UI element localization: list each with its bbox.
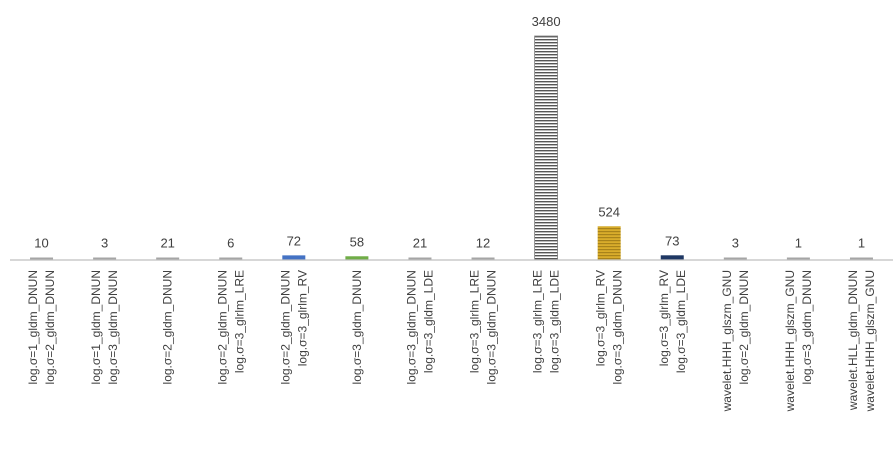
category-tick-label: log.σ=3_glrlm_LRE xyxy=(232,270,246,373)
value-labels-group: 10 3 21 6 72 58 21 12 3480 524 73 3 1 1 xyxy=(34,14,865,251)
bar xyxy=(345,256,369,260)
category-tick-label: log.σ=3_gldm_LDE xyxy=(421,270,435,373)
category-tick-label: log.σ=3_gldm_DNUN xyxy=(800,270,814,384)
bar xyxy=(30,257,54,260)
category-tick-label: wavelet.HHH_glszm_GNU xyxy=(863,270,877,412)
bar xyxy=(849,257,873,260)
category-tick-label: log.σ=3_gldm_DNUN xyxy=(350,270,364,384)
bar xyxy=(282,255,306,260)
value-label: 12 xyxy=(476,236,490,251)
category-tick-label: log.σ=2_gldm_DNUN xyxy=(278,270,292,384)
value-label: 21 xyxy=(160,236,174,251)
value-label: 1 xyxy=(858,236,865,251)
value-label: 58 xyxy=(350,234,364,249)
bar xyxy=(786,257,810,260)
bar xyxy=(408,257,432,260)
bar xyxy=(597,226,621,260)
bar xyxy=(93,257,117,260)
bar xyxy=(660,255,684,260)
category-labels-group: log.σ=1_gldm_DNUN log.σ=2_gldm_DNUN log.σ=… xyxy=(26,270,877,412)
category-tick-label: log.σ=3_glrlm_LRE xyxy=(531,270,545,373)
bar xyxy=(156,257,180,260)
category-tick-label: log.σ=2_gldm_DNUN xyxy=(43,270,57,384)
value-label: 6 xyxy=(227,236,234,251)
category-tick-label: wavelet.HLL_gldm_DNUN xyxy=(846,270,860,411)
value-label: 3 xyxy=(101,236,108,251)
bar xyxy=(219,257,243,260)
category-tick-label: log.σ=3_gldm_DNUN xyxy=(404,270,418,384)
category-tick-label: log.σ=2_gldm_DNUN xyxy=(161,270,175,384)
category-tick-label: log.σ=3_gldm_DNUN xyxy=(485,270,499,384)
value-label: 3 xyxy=(732,236,739,251)
bars-group xyxy=(30,35,873,261)
bar xyxy=(723,257,747,260)
value-label: 1 xyxy=(795,236,802,251)
category-tick-label: wavelet.HHH_glszm_GNU xyxy=(720,270,734,412)
bar xyxy=(534,35,559,261)
category-tick-label: log.σ=1_gldm_DNUN xyxy=(26,270,40,384)
category-tick-label: log.σ=3_glrlm_RV xyxy=(295,270,309,366)
category-tick-label: log.σ=3_gldm_LDE xyxy=(674,270,688,373)
category-tick-label: log.σ=3_gldm_DNUN xyxy=(106,270,120,384)
category-tick-label: log.σ=2_gldm_DNUN xyxy=(737,270,751,384)
value-label: 21 xyxy=(413,236,427,251)
category-tick-label: log.σ=3_glrlm_LRE xyxy=(468,270,482,373)
bar xyxy=(471,257,495,260)
category-tick-label: log.σ=3_gldm_LDE xyxy=(548,270,562,373)
category-tick-label: log.σ=1_gldm_DNUN xyxy=(89,270,103,384)
category-tick-label: log.σ=2_gldm_DNUN xyxy=(215,270,229,384)
value-label: 10 xyxy=(34,236,48,251)
category-tick-label: log.σ=3_glrlm_RV xyxy=(594,270,608,366)
category-tick-label: log.σ=3_gldm_DNUN xyxy=(611,270,625,384)
category-tick-label: wavelet.HHH_glszm_GNU xyxy=(783,270,797,412)
value-label: 72 xyxy=(287,233,301,248)
value-label: 73 xyxy=(665,233,679,248)
value-label: 524 xyxy=(598,204,620,219)
value-label: 3480 xyxy=(532,14,561,29)
category-tick-label: log.σ=3_glrlm_RV xyxy=(657,270,671,366)
